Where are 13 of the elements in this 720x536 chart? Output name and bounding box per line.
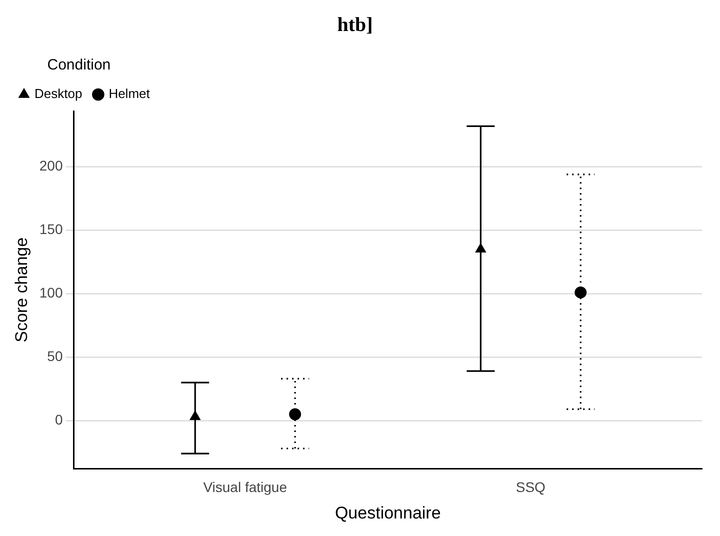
legend-title: Condition — [47, 56, 111, 74]
y-axis-title: Score change — [12, 237, 31, 342]
x-tick-label: SSQ — [516, 479, 546, 496]
legend-label: Helmet — [108, 86, 150, 102]
y-tick-label: 100 — [39, 284, 63, 301]
x-tick-label: Visual fatigue — [203, 479, 288, 496]
legend-label: Desktop — [34, 86, 82, 102]
y-tick-label: 50 — [47, 348, 63, 364]
y-tick-label: 0 — [54, 411, 63, 428]
x-axis-title: Questionnaire — [334, 503, 441, 522]
y-tick-label: 200 — [39, 158, 63, 174]
y-tick-label: 150 — [39, 221, 63, 238]
chart-title: htb] — [337, 14, 373, 36]
